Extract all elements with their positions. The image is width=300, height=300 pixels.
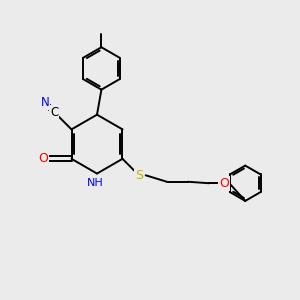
Text: O: O <box>38 152 48 165</box>
Text: S: S <box>135 169 143 182</box>
Text: O: O <box>219 177 229 190</box>
Text: NH: NH <box>87 178 104 188</box>
Text: C: C <box>50 106 59 119</box>
Text: N: N <box>41 96 50 110</box>
